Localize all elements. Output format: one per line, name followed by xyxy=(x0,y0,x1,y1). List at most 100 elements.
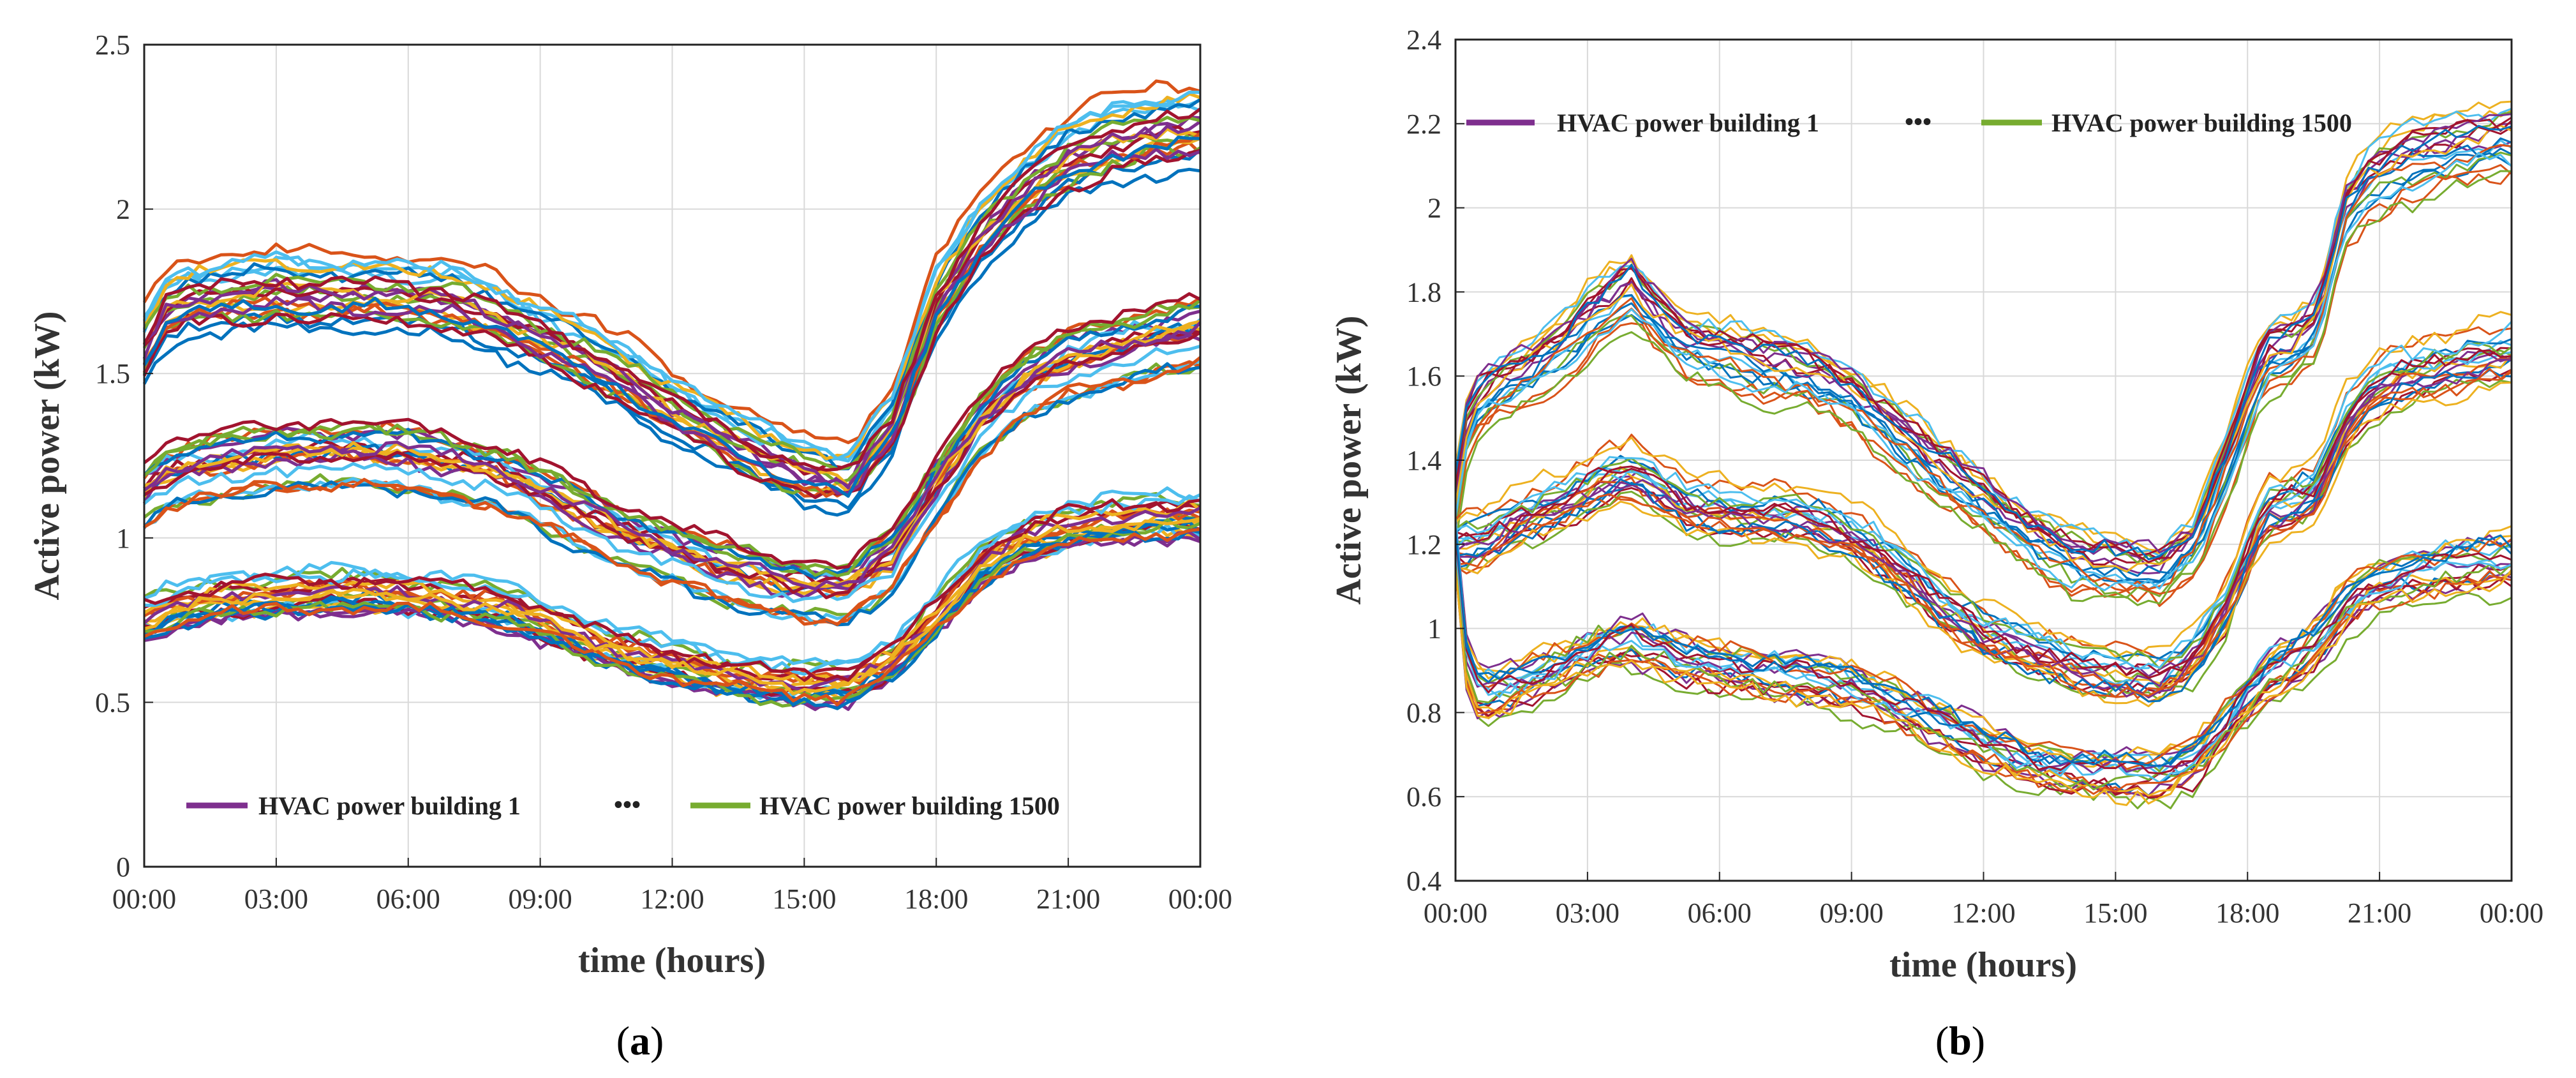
chart-a-series xyxy=(142,79,1202,712)
chart-a-series-upper-13 xyxy=(142,149,1201,499)
chart-b-legend-label-last: HVAC power building 1500 xyxy=(2051,109,2352,137)
chart-a-caption: (a) xyxy=(616,1018,664,1063)
chart-b-y-tick-label-10: 2.4 xyxy=(1406,24,1441,56)
chart-b-series-middle-1 xyxy=(1455,311,2512,658)
chart-b-series-lower-2 xyxy=(1454,565,2512,809)
chart-b-series-lower-5 xyxy=(1454,562,2512,797)
chart-b-series-middle-20 xyxy=(1455,369,2512,703)
chart-a-series-upper-10 xyxy=(143,120,1202,488)
chart-b-y-tick-label-7: 1.8 xyxy=(1406,276,1441,308)
chart-b-x-tick-label-3: 09:00 xyxy=(1820,897,1884,929)
chart-a-x-tick-label-2: 06:00 xyxy=(376,883,440,915)
chart-b-y-tick-label-1: 0.6 xyxy=(1406,781,1441,812)
chart-a-y-tick-label-1: 0.5 xyxy=(95,687,130,718)
chart-b-series-middle-18 xyxy=(1455,320,2513,671)
chart-a-series-middle-16 xyxy=(143,321,1202,591)
chart-a-series-lower-18 xyxy=(144,498,1201,682)
chart-b-x-tick-label-7: 21:00 xyxy=(2348,897,2411,929)
chart-a-series-upper-20 xyxy=(142,107,1202,472)
chart-b-y-tick-label-8: 2 xyxy=(1427,193,1441,224)
chart-b-y-axis-label: Active power (kW) xyxy=(1329,315,1369,604)
chart-panel-b: 0.4 0.6 0.8 1 1.2 1.4 1.6 1.8 2 2.2 2.4 00:00 03:00… xyxy=(1329,24,2543,1063)
chart-b-series-middle-21 xyxy=(1455,368,2512,698)
chart-a-y-axis-label: Active power (kW) xyxy=(27,311,67,600)
chart-a-series-upper-19 xyxy=(142,91,1201,461)
chart-b-legend-ellipsis: ••• xyxy=(1905,107,1932,136)
chart-b-x-tick-label-6: 18:00 xyxy=(2215,897,2279,929)
chart-a-series-upper-0 xyxy=(142,167,1201,517)
chart-a-y-tick-label-5: 2.5 xyxy=(95,29,130,61)
chart-a-x-tick-label-6: 18:00 xyxy=(904,883,968,915)
chart-a-series-lower-21 xyxy=(144,517,1201,696)
chart-b-x-tick-label-8: 00:00 xyxy=(2480,897,2543,929)
chart-b-x-tick-labels: 00:00 03:00 06:00 09:00 12:00 15:00 18:00 21:00… xyxy=(1424,872,2543,929)
chart-b-y-tick-label-6: 1.6 xyxy=(1406,361,1441,392)
chart-b-series-lower-12 xyxy=(1454,532,2513,766)
chart-a-y-tick-label-2: 1 xyxy=(116,523,130,554)
chart-b-y-tick-label-9: 2.2 xyxy=(1406,109,1441,140)
chart-a-legend-label-first: HVAC power building 1 xyxy=(258,791,521,820)
chart-a-legend-ellipsis: ••• xyxy=(614,790,641,819)
chart-b-x-tick-label-5: 15:00 xyxy=(2083,897,2147,929)
chart-b-series-middle-8 xyxy=(1455,354,2513,685)
chart-a-x-tick-label-1: 03:00 xyxy=(244,883,308,915)
chart-b-x-tick-label-0: 00:00 xyxy=(1424,897,1487,929)
chart-a-x-tick-label-3: 09:00 xyxy=(509,883,572,915)
chart-a-series-upper-21 xyxy=(142,135,1201,498)
chart-a-series-lower-12 xyxy=(144,520,1202,705)
chart-a-series-lower-15 xyxy=(143,506,1202,692)
chart-b-series-lower-18 xyxy=(1454,533,2512,775)
chart-a-x-tick-label-5: 15:00 xyxy=(772,883,836,915)
chart-b-series-middle-13 xyxy=(1455,338,2512,662)
chart-a-y-tick-label-4: 2 xyxy=(116,194,130,225)
chart-a-y-tick-labels: 0 0.5 1 1.5 2 2.5 xyxy=(95,29,153,883)
chart-b-series-lower-8 xyxy=(1454,566,2512,797)
chart-a-x-tick-label-8: 00:00 xyxy=(1168,883,1232,915)
chart-a-series-upper-8 xyxy=(142,79,1201,444)
chart-b-series-upper-17 xyxy=(1454,113,2512,553)
chart-a-series-middle-19 xyxy=(143,292,1202,570)
chart-b-x-tick-label-2: 06:00 xyxy=(1688,897,1752,929)
chart-b-x-axis-label: time (hours) xyxy=(1889,945,2077,985)
chart-a-x-tick-label-0: 00:00 xyxy=(112,883,176,915)
chart-a-series-middle-11 xyxy=(143,344,1201,603)
chart-b-x-tick-label-1: 03:00 xyxy=(1556,897,1619,929)
chart-a-x-tick-label-7: 21:00 xyxy=(1036,883,1100,915)
chart-b-x-tick-label-4: 12:00 xyxy=(1951,897,2015,929)
chart-a-series-lower-20 xyxy=(143,527,1201,707)
chart-panel-a: 0 0.5 1 1.5 2 2.5 00:00 03:00 06:00 09:00 12:00 15… xyxy=(27,29,1232,1063)
chart-a-series-middle-15 xyxy=(144,320,1201,588)
chart-a-x-tick-labels: 00:00 03:00 06:00 09:00 12:00 15:00 18:00 21:00… xyxy=(112,858,1232,915)
chart-b-y-tick-label-0: 0.4 xyxy=(1406,865,1441,897)
chart-a-y-tick-label-0: 0 xyxy=(116,851,130,883)
chart-a-legend: HVAC power building 1 ••• HVAC power bui… xyxy=(186,790,1060,820)
chart-b-series-upper-18 xyxy=(1454,170,2512,606)
chart-b-y-tick-label-5: 1.4 xyxy=(1406,445,1441,476)
chart-a-series-middle-17 xyxy=(143,299,1202,578)
chart-a-series-upper-18 xyxy=(142,116,1201,471)
chart-a-series-middle-12 xyxy=(143,331,1202,599)
chart-b-caption: (b) xyxy=(1935,1018,1985,1063)
chart-a-series-upper-4 xyxy=(142,133,1201,484)
chart-b-legend-label-first: HVAC power building 1 xyxy=(1557,109,1819,137)
chart-a-series-middle-18 xyxy=(144,359,1202,627)
chart-a-series-lower-17 xyxy=(144,494,1202,676)
chart-a-series-middle-21 xyxy=(143,356,1202,626)
chart-a-legend-label-last: HVAC power building 1500 xyxy=(759,791,1060,820)
chart-b-series-upper-19 xyxy=(1454,152,2513,592)
chart-b-series-lower-16 xyxy=(1454,558,2513,791)
chart-b-series-upper-9 xyxy=(1454,100,2512,555)
chart-b-y-tick-labels: 0.4 0.6 0.8 1 1.2 1.4 1.6 1.8 2 2.2 2.4 xyxy=(1406,24,1464,897)
chart-b-series-middle-6 xyxy=(1455,358,2512,698)
chart-a-x-tick-label-4: 12:00 xyxy=(640,883,704,915)
chart-b-series-lower-21 xyxy=(1454,567,2513,806)
chart-b-legend: HVAC power building 1 ••• HVAC power bui… xyxy=(1466,107,2352,137)
chart-b-y-tick-label-4: 1.2 xyxy=(1406,529,1441,560)
chart-b-series-upper-21 xyxy=(1454,124,2512,560)
chart-a-y-tick-label-3: 1.5 xyxy=(95,358,130,389)
chart-b-series xyxy=(1454,100,2513,809)
chart-a-x-axis-label: time (hours) xyxy=(578,941,766,980)
chart-b-series-middle-19 xyxy=(1455,349,2512,679)
chart-b-y-tick-label-2: 0.8 xyxy=(1406,697,1441,728)
